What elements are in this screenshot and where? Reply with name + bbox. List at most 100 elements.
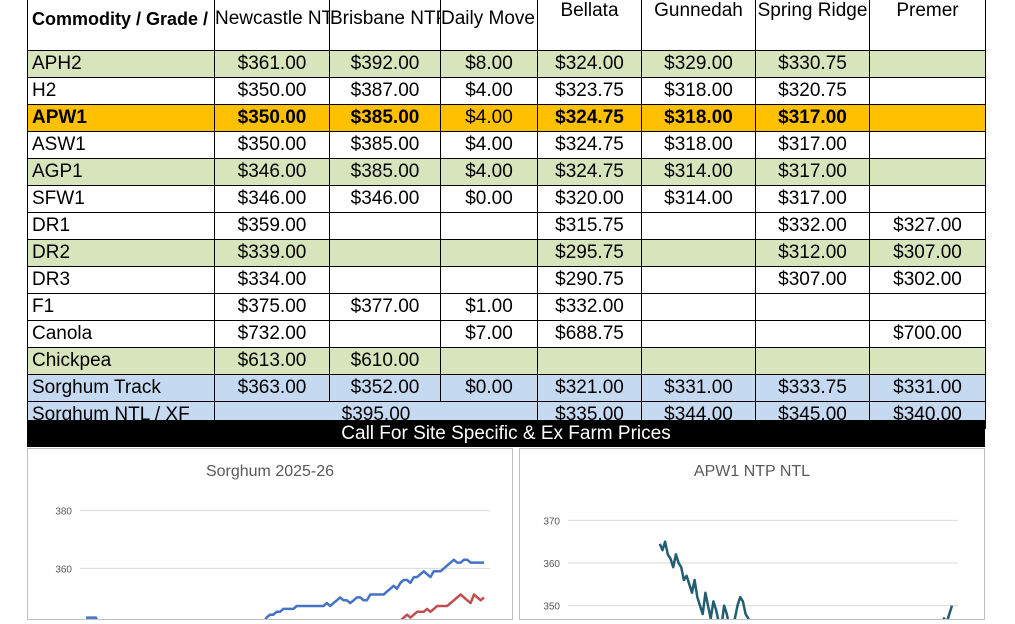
- series-line: [658, 540, 954, 624]
- cell-daily-move: [440, 266, 538, 294]
- cell-gunnedah: $314.00: [641, 185, 756, 213]
- cell-daily-move: $0.00: [440, 374, 538, 402]
- cell-brisbane: $385.00: [329, 104, 441, 132]
- cell-daily-move: $4.00: [440, 104, 538, 132]
- header-gunnedah: Gunnedah: [641, 0, 756, 51]
- apw1-chart: APW1 NTP NTL 350 360 370: [519, 448, 985, 624]
- y-tick-label: 350: [543, 602, 560, 613]
- cell-name: AGP1: [27, 158, 215, 186]
- y-tick-label: 360: [55, 564, 72, 575]
- price-table: Commodity / Grade / NTP Newcastle NTP TR…: [27, 0, 986, 429]
- cell-gunnedah: $329.00: [641, 50, 756, 78]
- cell-premer: $327.00: [869, 212, 986, 240]
- table-row: Chickpea $613.00 $610.00: [27, 347, 986, 375]
- cell-premer: [869, 104, 986, 132]
- cell-brisbane: [329, 266, 441, 294]
- cell-gunnedah: [641, 347, 756, 375]
- cell-name: F1: [27, 293, 215, 321]
- cell-premer: [869, 185, 986, 213]
- cell-brisbane: $610.00: [329, 347, 441, 375]
- cell-daily-move: $4.00: [440, 77, 538, 105]
- cell-daily-move: $7.00: [440, 320, 538, 348]
- cell-name: APW1: [27, 104, 215, 132]
- cell-spring-ridge: $317.00: [755, 158, 870, 186]
- cell-name: H2: [27, 77, 215, 105]
- table-row: F1 $375.00 $377.00 $1.00 $332.00: [27, 293, 986, 321]
- cell-bellata: $324.75: [537, 131, 642, 159]
- y-tick-label: 360: [543, 559, 560, 570]
- y-tick-label: 370: [543, 516, 560, 527]
- sorghum-chart: Sorghum 2025-26 340360380: [27, 448, 513, 624]
- cell-bellata: $688.75: [537, 320, 642, 348]
- cell-spring-ridge: $307.00: [755, 266, 870, 294]
- cell-brisbane: [329, 239, 441, 267]
- cell-bellata: $324.00: [537, 50, 642, 78]
- cell-spring-ridge: $330.75: [755, 50, 870, 78]
- cell-daily-move: $0.00: [440, 185, 538, 213]
- cell-gunnedah: $314.00: [641, 158, 756, 186]
- cell-bellata: $295.75: [537, 239, 642, 267]
- cell-gunnedah: [641, 239, 756, 267]
- cell-gunnedah: [641, 320, 756, 348]
- table-row: Canola $732.00 $7.00 $688.75 $700.00: [27, 320, 986, 348]
- apw1-chart-plot: 350 360 370: [543, 516, 958, 624]
- cell-newcastle: $346.00: [214, 158, 330, 186]
- cell-spring-ridge: $317.00: [755, 185, 870, 213]
- cell-bellata: $323.75: [537, 77, 642, 105]
- cell-premer: $302.00: [869, 266, 986, 294]
- price-table-body: APH2 $361.00 $392.00 $8.00 $324.00 $329.00 $33…: [27, 50, 986, 402]
- cell-gunnedah: [641, 266, 756, 294]
- cell-bellata: $324.75: [537, 104, 642, 132]
- cell-newcastle: $359.00: [214, 212, 330, 240]
- cell-daily-move: [440, 239, 538, 267]
- cell-spring-ridge: $317.00: [755, 104, 870, 132]
- cell-daily-move: [440, 347, 538, 375]
- table-row: APW1 $350.00 $385.00 $4.00 $324.75 $318.00 $31…: [27, 104, 986, 132]
- cell-name: Canola: [27, 320, 215, 348]
- cell-spring-ridge: [755, 293, 870, 321]
- cell-brisbane: $377.00: [329, 293, 441, 321]
- cell-spring-ridge: $320.75: [755, 77, 870, 105]
- cell-spring-ridge: [755, 320, 870, 348]
- cell-name: DR1: [27, 212, 215, 240]
- cell-brisbane: $392.00: [329, 50, 441, 78]
- cell-gunnedah: $318.00: [641, 131, 756, 159]
- header-commodity: Commodity / Grade / NTP: [27, 0, 215, 51]
- cell-gunnedah: $331.00: [641, 374, 756, 402]
- cell-bellata: [537, 347, 642, 375]
- cell-brisbane: $385.00: [329, 131, 441, 159]
- cell-name: ASW1: [27, 131, 215, 159]
- cell-daily-move: $4.00: [440, 158, 538, 186]
- cell-bellata: $332.00: [537, 293, 642, 321]
- cell-brisbane: $352.00: [329, 374, 441, 402]
- cell-bellata: $315.75: [537, 212, 642, 240]
- chart-title: APW1 NTP NTL: [693, 463, 811, 480]
- cell-brisbane: $346.00: [329, 185, 441, 213]
- table-row: H2 $350.00 $387.00 $4.00 $323.75 $318.00 $320.…: [27, 77, 986, 105]
- table-row: Sorghum Track $363.00 $352.00 $0.00 $321.00 $…: [27, 374, 986, 402]
- cell-spring-ridge: $332.00: [755, 212, 870, 240]
- cell-gunnedah: [641, 293, 756, 321]
- cell-name: APH2: [27, 50, 215, 78]
- cell-newcastle: $339.00: [214, 239, 330, 267]
- header-premer: Premer: [869, 0, 986, 51]
- cell-bellata: $320.00: [537, 185, 642, 213]
- cell-newcastle: $361.00: [214, 50, 330, 78]
- cell-newcastle: $350.00: [214, 77, 330, 105]
- chart-title: Sorghum 2025-26: [205, 463, 335, 480]
- cell-newcastle: $334.00: [214, 266, 330, 294]
- cell-gunnedah: [641, 212, 756, 240]
- cell-premer: [869, 347, 986, 375]
- series-line: [86, 558, 484, 624]
- cell-newcastle: $375.00: [214, 293, 330, 321]
- y-tick-label: 380: [55, 507, 72, 518]
- cell-name: Chickpea: [27, 347, 215, 375]
- cell-premer: [869, 158, 986, 186]
- cell-spring-ridge: $333.75: [755, 374, 870, 402]
- header-row: Commodity / Grade / NTP Newcastle NTP TR…: [27, 0, 986, 51]
- cell-spring-ridge: $317.00: [755, 131, 870, 159]
- site-specific-banner: Call For Site Specific & Ex Farm Prices: [27, 420, 985, 447]
- price-grid: Commodity / Grade / NTP Newcastle NTP TR…: [27, 0, 986, 429]
- cell-bellata: $324.75: [537, 158, 642, 186]
- cell-bellata: $321.00: [537, 374, 642, 402]
